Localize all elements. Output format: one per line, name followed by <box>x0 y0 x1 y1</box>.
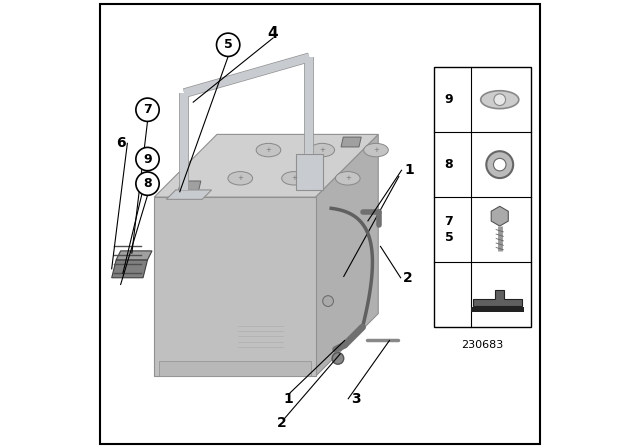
Ellipse shape <box>256 143 281 157</box>
Polygon shape <box>116 251 152 260</box>
Circle shape <box>486 151 513 178</box>
Ellipse shape <box>364 143 388 157</box>
Polygon shape <box>154 197 316 376</box>
Text: 4: 4 <box>268 26 278 41</box>
Polygon shape <box>296 154 323 190</box>
Text: +: + <box>291 175 297 181</box>
Text: +: + <box>266 147 271 153</box>
Circle shape <box>493 159 506 171</box>
Bar <box>470 307 524 312</box>
Text: 230683: 230683 <box>461 340 504 350</box>
Polygon shape <box>179 181 201 191</box>
Text: 9: 9 <box>445 93 453 106</box>
Bar <box>435 67 531 327</box>
Text: 8: 8 <box>445 158 453 171</box>
Text: 2: 2 <box>403 271 412 285</box>
Text: 5: 5 <box>224 38 232 52</box>
Text: 1: 1 <box>404 163 415 177</box>
Text: 3: 3 <box>351 392 361 406</box>
Text: 8: 8 <box>143 177 152 190</box>
Text: +: + <box>237 175 243 181</box>
Ellipse shape <box>335 172 360 185</box>
Polygon shape <box>473 290 522 306</box>
Circle shape <box>332 353 344 364</box>
Circle shape <box>136 172 159 195</box>
Polygon shape <box>154 134 378 197</box>
Text: +: + <box>319 147 325 153</box>
Circle shape <box>494 94 506 106</box>
Circle shape <box>136 147 159 171</box>
Circle shape <box>216 33 240 56</box>
Polygon shape <box>316 134 378 376</box>
Ellipse shape <box>228 172 253 185</box>
Text: 6: 6 <box>116 136 125 151</box>
Text: 2: 2 <box>277 416 287 431</box>
Ellipse shape <box>282 172 307 185</box>
Ellipse shape <box>310 143 335 157</box>
Text: 5: 5 <box>445 231 453 244</box>
Circle shape <box>323 296 333 306</box>
Polygon shape <box>112 260 148 278</box>
Text: 9: 9 <box>143 152 152 166</box>
Circle shape <box>136 98 159 121</box>
Polygon shape <box>492 206 508 226</box>
Polygon shape <box>159 361 311 376</box>
Polygon shape <box>341 137 361 147</box>
Text: 7: 7 <box>445 215 453 228</box>
Text: +: + <box>373 147 379 153</box>
Ellipse shape <box>481 91 519 109</box>
Text: 7: 7 <box>143 103 152 116</box>
Polygon shape <box>166 190 212 199</box>
Text: 1: 1 <box>284 392 294 406</box>
Text: +: + <box>345 175 351 181</box>
